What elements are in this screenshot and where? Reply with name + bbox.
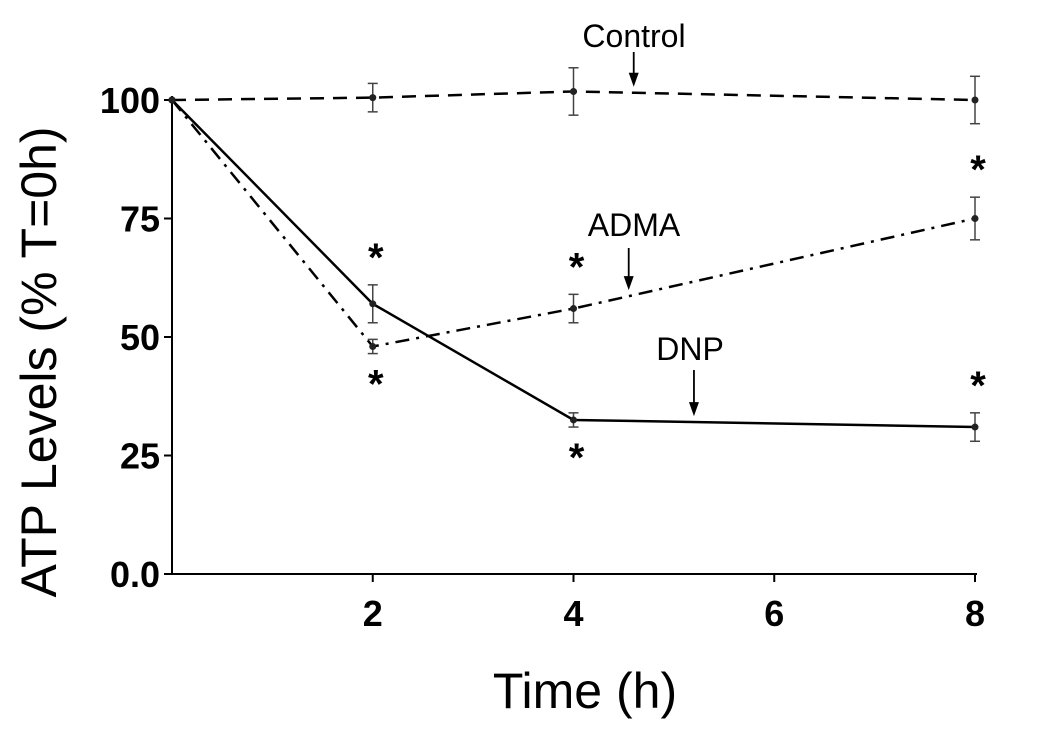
annotation-arrow-head	[623, 276, 634, 291]
annotation-label: ADMA	[588, 207, 681, 243]
significance-star: *	[368, 236, 384, 280]
series-layer	[168, 67, 980, 443]
x-tick-label: 2	[363, 593, 383, 634]
y-tick-label: 0.0	[110, 554, 160, 595]
significance-star: *	[368, 363, 384, 407]
data-point	[971, 423, 979, 431]
annotation-dnp: DNP	[656, 331, 724, 417]
y-axis-title: ATP Levels (% T=0h)	[11, 126, 67, 597]
data-point	[369, 94, 377, 102]
series-line	[171, 99, 976, 429]
data-point	[570, 416, 577, 424]
annotation-control: Control	[582, 18, 686, 87]
x-tick-label: 6	[764, 593, 784, 634]
significance-star: *	[569, 436, 585, 480]
annotation-adma: ADMA	[588, 207, 681, 291]
y-tick-label: 75	[120, 199, 160, 240]
y-tick-label: 50	[120, 317, 160, 358]
significance-star: *	[970, 364, 986, 408]
x-tick-label: 4	[563, 593, 583, 634]
x-axis-title: Time (h)	[493, 663, 677, 719]
x-tick-label: 8	[965, 593, 985, 634]
annotation-label: Control	[582, 18, 685, 54]
significance-star: *	[569, 245, 585, 289]
data-point	[570, 87, 577, 95]
annotation-arrow-head	[688, 402, 699, 417]
significance-star: *	[970, 148, 986, 192]
data-point	[369, 342, 377, 350]
series-line	[171, 99, 976, 348]
data-point	[971, 96, 979, 104]
series-control	[168, 67, 980, 125]
y-tick-label: 25	[120, 436, 160, 477]
data-point	[971, 215, 979, 222]
axes: 0.0 25 50 75 100 2 4 6 8	[100, 80, 985, 634]
y-tick-label: 100	[100, 80, 160, 121]
data-point	[168, 96, 176, 104]
series-line	[171, 90, 976, 102]
series-adma	[168, 96, 980, 355]
annotation-label: DNP	[656, 331, 724, 367]
annotation-arrow-head	[628, 72, 639, 87]
data-point	[369, 300, 377, 308]
series-dnp	[168, 96, 980, 443]
data-point	[570, 305, 577, 313]
annotation-layer: * * * * * * Control ADMA DNP	[368, 18, 986, 480]
